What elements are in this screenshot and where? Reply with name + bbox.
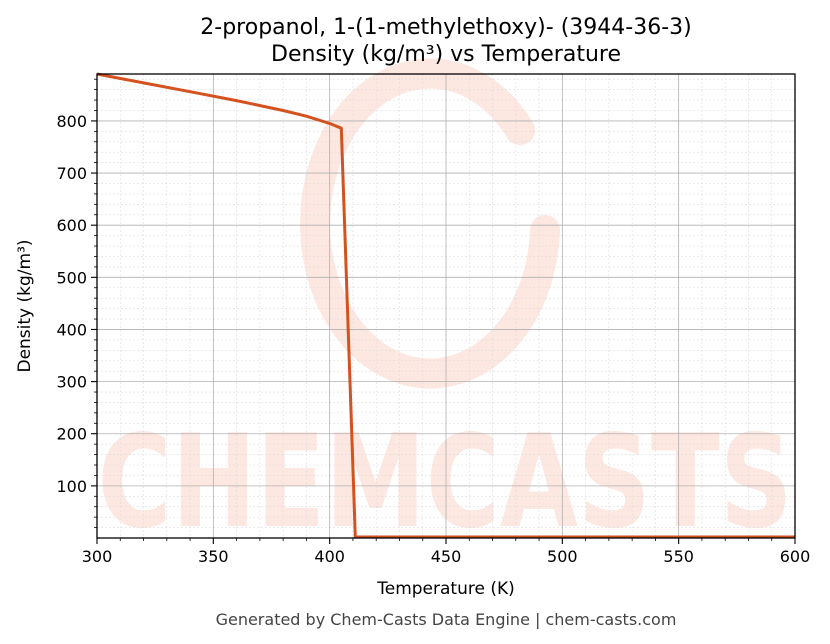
y-tick-label: 700 [56, 164, 87, 183]
y-tick-label: 100 [56, 477, 87, 496]
axis-ticks [91, 78, 796, 544]
series-layer [96, 72, 795, 539]
x-tick-label: 550 [663, 547, 694, 566]
y-tick-label: 200 [56, 425, 87, 444]
y-tick-labels: 100 200 300 400 500 600 700 800 [56, 112, 87, 496]
x-axis-label: Temperature (K) [376, 579, 515, 599]
chart-subtitle: Density (kg/m³) vs Temperature [271, 42, 621, 67]
grid-major [96, 74, 796, 538]
y-tick-label: 600 [56, 216, 87, 235]
chart-title: 2-propanol, 1-(1-methylethoxy)- (3944-36… [200, 15, 691, 40]
density-series-line [96, 72, 795, 539]
x-tick-label: 450 [431, 547, 462, 566]
x-tick-label: 600 [780, 547, 811, 566]
y-tick-label: 400 [56, 320, 87, 339]
x-tick-label: 400 [314, 547, 345, 566]
x-tick-label: 300 [82, 547, 113, 566]
y-tick-label: 300 [56, 373, 87, 392]
footer-credit: Generated by Chem-Casts Data Engine | ch… [216, 610, 677, 629]
y-tick-label: 500 [56, 268, 87, 287]
x-tick-label: 500 [547, 547, 578, 566]
y-axis-label: Density (kg/m³) [15, 239, 35, 372]
watermark-text: CHEMCASTS [98, 408, 793, 557]
y-tick-label: 800 [56, 112, 87, 131]
x-tick-label: 350 [198, 547, 229, 566]
x-tick-labels: 300 350 400 450 500 550 600 [82, 547, 811, 566]
